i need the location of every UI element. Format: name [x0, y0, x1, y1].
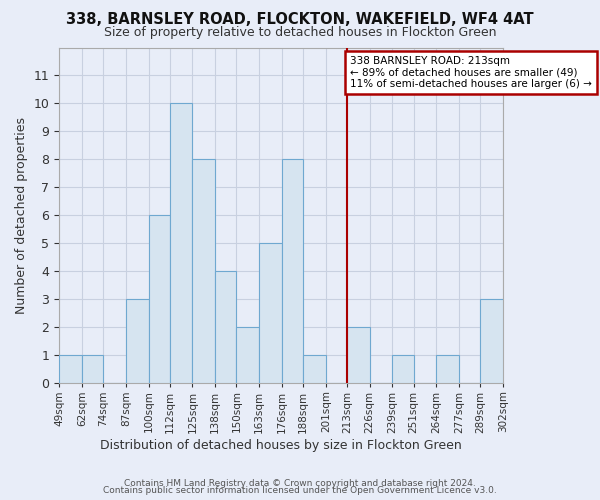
Bar [236, 328, 259, 384]
Bar [193, 160, 215, 384]
Bar [392, 356, 413, 384]
Text: 338 BARNSLEY ROAD: 213sqm
← 89% of detached houses are smaller (49)
11% of semi-: 338 BARNSLEY ROAD: 213sqm ← 89% of detac… [350, 56, 592, 89]
Bar [82, 356, 103, 384]
Bar [436, 356, 459, 384]
Y-axis label: Number of detached properties: Number of detached properties [15, 117, 28, 314]
Bar [215, 272, 236, 384]
Bar [303, 356, 326, 384]
Bar [59, 356, 82, 384]
Bar [259, 244, 282, 384]
Text: 338, BARNSLEY ROAD, FLOCKTON, WAKEFIELD, WF4 4AT: 338, BARNSLEY ROAD, FLOCKTON, WAKEFIELD,… [66, 12, 534, 26]
Bar [170, 104, 193, 384]
Bar [480, 300, 503, 384]
Bar [282, 160, 303, 384]
Bar [149, 216, 170, 384]
Bar [126, 300, 149, 384]
Text: Contains HM Land Registry data © Crown copyright and database right 2024.: Contains HM Land Registry data © Crown c… [124, 478, 476, 488]
Text: Contains public sector information licensed under the Open Government Licence v3: Contains public sector information licen… [103, 486, 497, 495]
Text: Size of property relative to detached houses in Flockton Green: Size of property relative to detached ho… [104, 26, 496, 39]
X-axis label: Distribution of detached houses by size in Flockton Green: Distribution of detached houses by size … [100, 440, 462, 452]
Bar [347, 328, 370, 384]
